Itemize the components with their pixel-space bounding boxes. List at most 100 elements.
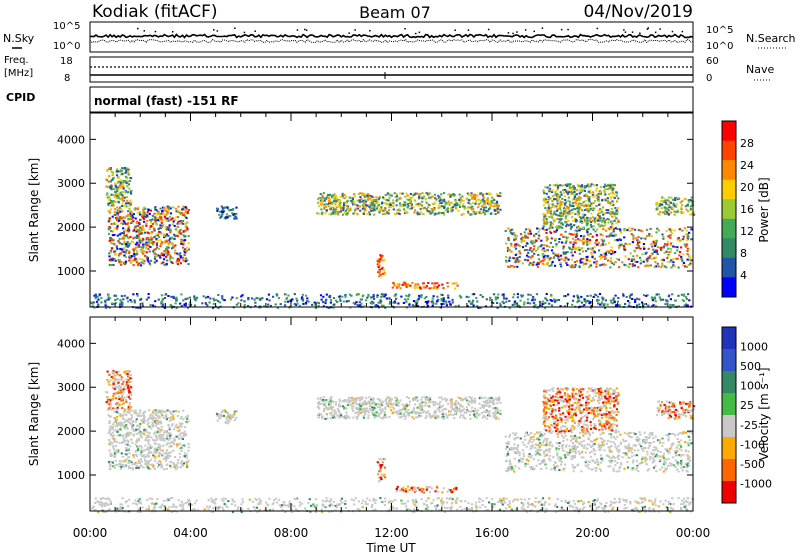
scatter-cell — [577, 197, 580, 200]
scatter-cell — [432, 302, 435, 305]
scatter-cell — [177, 216, 180, 219]
scatter-cell — [479, 202, 482, 204]
scatter-cell — [529, 232, 532, 235]
scatter-cell — [97, 304, 100, 307]
scatter-cell — [112, 171, 115, 174]
scatter-cell — [431, 282, 434, 285]
scatter-cell — [231, 212, 234, 215]
scatter-cell — [116, 234, 119, 237]
scatter-cell — [666, 199, 669, 202]
scatter-cell — [371, 207, 374, 210]
scatter-cell — [351, 201, 354, 204]
scatter-cell — [107, 414, 110, 417]
scatter-cell — [578, 299, 581, 302]
scatter-cell — [670, 196, 673, 199]
scatter-cell — [346, 207, 349, 210]
scatter-cell — [413, 199, 416, 202]
scatter-cell — [448, 300, 451, 303]
scatter-cell — [545, 201, 548, 204]
scatter-cell — [380, 411, 383, 414]
scatter-cell — [187, 446, 190, 449]
scatter-cell — [167, 253, 170, 256]
scatter-cell — [662, 246, 665, 249]
scatter-cell — [511, 265, 514, 267]
scatter-cell — [545, 219, 548, 222]
scatter-cell — [119, 428, 122, 431]
scatter-cell — [118, 378, 121, 381]
scatter-cell — [463, 205, 466, 208]
scatter-cell — [369, 208, 372, 210]
scatter-cell — [368, 197, 371, 200]
scatter-cell — [124, 180, 128, 183]
scatter-cell — [116, 186, 119, 189]
scatter-cell — [439, 198, 442, 201]
scatter-cell — [136, 220, 139, 223]
scatter-cell — [615, 221, 618, 224]
scatter-cell — [176, 445, 179, 448]
scatter-cell — [589, 300, 592, 303]
scatter-cell — [492, 302, 495, 304]
scatter-cell — [559, 254, 563, 257]
scatter-cell — [121, 394, 124, 397]
scatter-cell — [325, 203, 328, 206]
scatter-cell — [147, 442, 150, 445]
scatter-cell — [122, 187, 125, 190]
scatter-cell — [224, 216, 227, 219]
scatter-cell — [569, 183, 572, 186]
scatter-cell — [452, 414, 455, 416]
scatter-cell — [148, 250, 151, 253]
scatter-cell — [140, 232, 143, 235]
scatter-cell — [332, 306, 335, 309]
scatter-cell — [493, 203, 496, 206]
scatter-cell — [474, 211, 477, 214]
scatter-cell — [153, 257, 157, 260]
scatter-cell — [113, 407, 116, 410]
scatter-cell — [222, 209, 225, 212]
scatter-cell — [667, 196, 670, 199]
scatter-cell — [113, 302, 116, 305]
scatter-cell — [171, 217, 174, 220]
scatter-cell — [630, 260, 633, 262]
scatter-cell — [137, 264, 140, 267]
scatter-cell — [384, 202, 387, 205]
scatter-cell — [586, 217, 589, 220]
scatter-cell — [526, 236, 529, 239]
y-tick-label: 1000 — [57, 265, 85, 278]
scatter-cell — [185, 216, 188, 219]
scatter-cell — [602, 219, 605, 222]
scatter-cell — [394, 196, 397, 198]
scatter-cell — [113, 381, 116, 384]
scatter-cell — [559, 191, 562, 194]
scatter-cell — [184, 225, 187, 228]
scatter-cell — [111, 238, 114, 241]
scatter-cell — [571, 299, 575, 302]
scatter-cell — [361, 207, 364, 210]
colorbar-segment — [722, 199, 736, 220]
scatter-cell — [549, 207, 552, 210]
scatter-cell — [526, 259, 529, 262]
scatter-cell — [336, 197, 339, 200]
scatter-cell — [523, 249, 526, 251]
scatter-cell — [436, 287, 439, 290]
scatter-cell — [315, 301, 318, 304]
scatter-cell — [661, 264, 664, 267]
scatter-cell — [445, 202, 448, 205]
scatter-cell — [144, 444, 147, 447]
scatter-cell — [121, 396, 124, 399]
scatter-cell — [591, 193, 594, 196]
scatter-cell — [654, 249, 657, 252]
scatter-cell — [513, 300, 517, 303]
scatter-cell — [592, 296, 595, 298]
scatter-cell — [225, 415, 228, 418]
scatter-cell — [599, 244, 602, 247]
scatter-cell — [507, 237, 510, 240]
scatter-cell — [376, 296, 379, 298]
scatter-cell — [441, 199, 444, 202]
scatter-cell — [157, 228, 160, 231]
scatter-cell — [389, 301, 392, 304]
scatter-cell — [459, 196, 462, 199]
scatter-cell — [154, 300, 157, 303]
scatter-cell — [535, 293, 539, 296]
scatter-cell — [656, 253, 659, 256]
colorbar-segment — [722, 140, 736, 161]
